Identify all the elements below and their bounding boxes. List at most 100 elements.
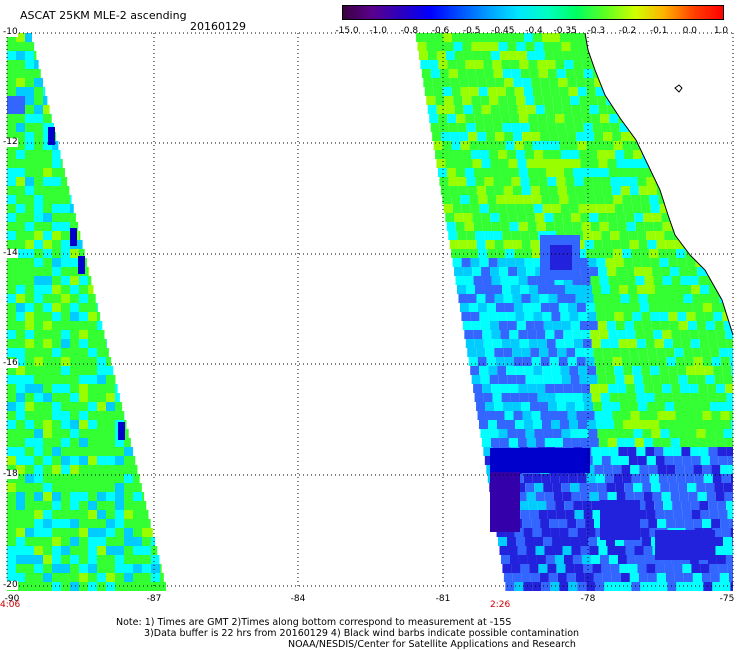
wind-cell [552,321,562,330]
wind-cell [7,258,16,267]
wind-cell [592,231,602,240]
wind-cell [432,132,442,141]
colorbar-tick-label: -0.3 [587,26,606,36]
wind-cell [106,555,115,564]
wind-cell [582,393,592,402]
wind-cell [571,546,581,555]
wind-cell [16,402,25,411]
wind-cell [70,375,79,384]
wind-cell [34,195,43,204]
wind-cell [665,240,675,249]
wind-cell [730,528,733,537]
wind-cell [16,222,25,231]
wind-cell [583,564,593,573]
wind-cell [526,267,536,276]
wind-cell [553,51,563,60]
wind-cell [463,105,473,114]
wind-cell [647,186,657,195]
wind-cell [517,546,527,555]
wind-cell [484,456,494,465]
wind-cell [25,420,34,429]
wind-cell [70,195,72,204]
wind-cell [97,483,106,492]
wind-cell [426,42,436,51]
wind-cell [525,150,535,159]
wind-cell [712,420,722,429]
wind-cell [456,114,466,123]
wind-cell [97,429,106,438]
wind-cell [25,195,34,204]
wind-cell [79,339,88,348]
wind-cell [70,411,79,420]
wind-cell [639,519,649,528]
wind-cell [501,60,511,69]
wind-cell [545,276,555,285]
wind-cell [465,339,475,348]
wind-cell [25,285,34,294]
wind-cell [61,321,70,330]
wind-cell [602,294,612,303]
wind-cell [124,438,131,447]
wind-cell [70,348,79,357]
wind-cell [656,402,666,411]
wind-cell [525,42,535,51]
wind-cell [520,177,530,186]
wind-cell [687,321,697,330]
wind-cell [686,366,696,375]
wind-cell [534,537,544,546]
wind-cell [471,321,481,330]
wind-cell [546,60,556,69]
wind-cell [604,249,614,258]
wind-cell [25,348,34,357]
wind-cell [483,447,493,456]
wind-cell [634,546,644,555]
wind-cell [115,501,124,510]
wind-cell [79,429,88,438]
wind-cell [640,249,650,258]
wind-cell [478,249,488,258]
wind-cell [594,411,604,420]
wind-cell [602,573,612,582]
wind-cell [618,447,628,456]
wind-cell [34,384,43,393]
wind-cell [580,267,590,276]
wind-cell [537,114,547,123]
wind-cell [590,222,600,231]
wind-cell [491,384,501,393]
wind-cell [97,528,106,537]
wind-cell [523,474,533,483]
wind-cell [545,555,555,564]
wind-cell [464,330,474,339]
wind-cell [472,51,482,60]
wind-cell [7,564,16,573]
wind-cell [52,312,61,321]
wind-cell [444,96,454,105]
wind-cell [124,492,133,501]
wind-cell [540,357,550,366]
wind-cell [61,537,70,546]
wind-cell [495,78,505,87]
wind-cell [600,393,610,402]
wind-cell [531,357,541,366]
longitude-label: -78 [580,594,596,604]
wind-cell [463,267,473,276]
wind-cell [556,285,566,294]
wind-cell [589,105,599,114]
wind-cell [43,501,52,510]
wind-cell [473,222,483,231]
wind-cell [538,69,548,78]
wind-cell [684,357,694,366]
wind-cell [478,141,488,150]
wind-cell [538,177,548,186]
wind-cell [597,537,607,546]
wind-cell [538,564,548,573]
wind-cell [552,483,562,492]
wind-cell [435,96,445,105]
wind-cell [646,231,656,240]
wind-cell [546,393,556,402]
wind-cell [637,456,647,465]
wind-cell [70,528,79,537]
wind-cell [133,474,140,483]
wind-cell [675,303,685,312]
wind-cell [43,231,52,240]
